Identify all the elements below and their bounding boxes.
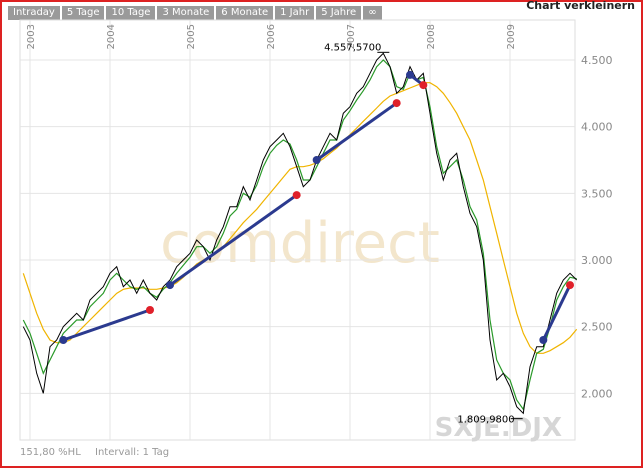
- x-tick-label: 2008: [426, 24, 437, 49]
- trend-start: [539, 336, 548, 344]
- x-tick-label: 2004: [106, 24, 117, 49]
- trend-end: [419, 81, 428, 90]
- interval-label: Intervall: 1 Tag: [95, 447, 169, 458]
- shrink-chart-button[interactable]: Chart verkleinern: [526, 0, 635, 12]
- x-tick-label: 2006: [266, 24, 277, 49]
- trend-line: [169, 193, 298, 287]
- trend-start: [406, 70, 414, 79]
- trend-line: [62, 308, 151, 342]
- watermark: comdirect: [160, 211, 440, 276]
- plot-area: [19, 19, 576, 441]
- y-tick-label: 4.500: [581, 54, 613, 67]
- trend-line: [315, 101, 398, 162]
- x-tick-label: 2009: [506, 24, 517, 49]
- extreme-label: 4.557,5700: [324, 42, 381, 53]
- price-line: [22, 59, 577, 411]
- trend-start: [59, 336, 68, 344]
- price-line: [22, 82, 578, 354]
- x-tick-label: 2005: [186, 24, 197, 49]
- trend-start: [312, 156, 321, 164]
- trend-end: [566, 281, 574, 290]
- trend-start: [166, 281, 174, 290]
- x-tick-label: 2007: [346, 24, 357, 49]
- trend-end: [392, 99, 401, 108]
- scale-label: 151,80 %HL: [20, 447, 81, 458]
- trend-end: [146, 306, 154, 314]
- y-tick-label: 4.000: [581, 121, 613, 134]
- price-line: [22, 52, 578, 415]
- y-tick-label: 3.500: [581, 187, 613, 200]
- y-tick-label: 2.000: [581, 387, 613, 400]
- y-tick-label: 2.500: [581, 321, 613, 334]
- trend-line: [541, 284, 572, 341]
- x-tick-label: 2003: [26, 24, 37, 49]
- y-tick-label: 3.000: [581, 254, 613, 267]
- trend-end: [292, 191, 301, 200]
- symbol: SXJE.DJX: [435, 413, 562, 443]
- extreme-label: 1.809,9800: [457, 415, 514, 426]
